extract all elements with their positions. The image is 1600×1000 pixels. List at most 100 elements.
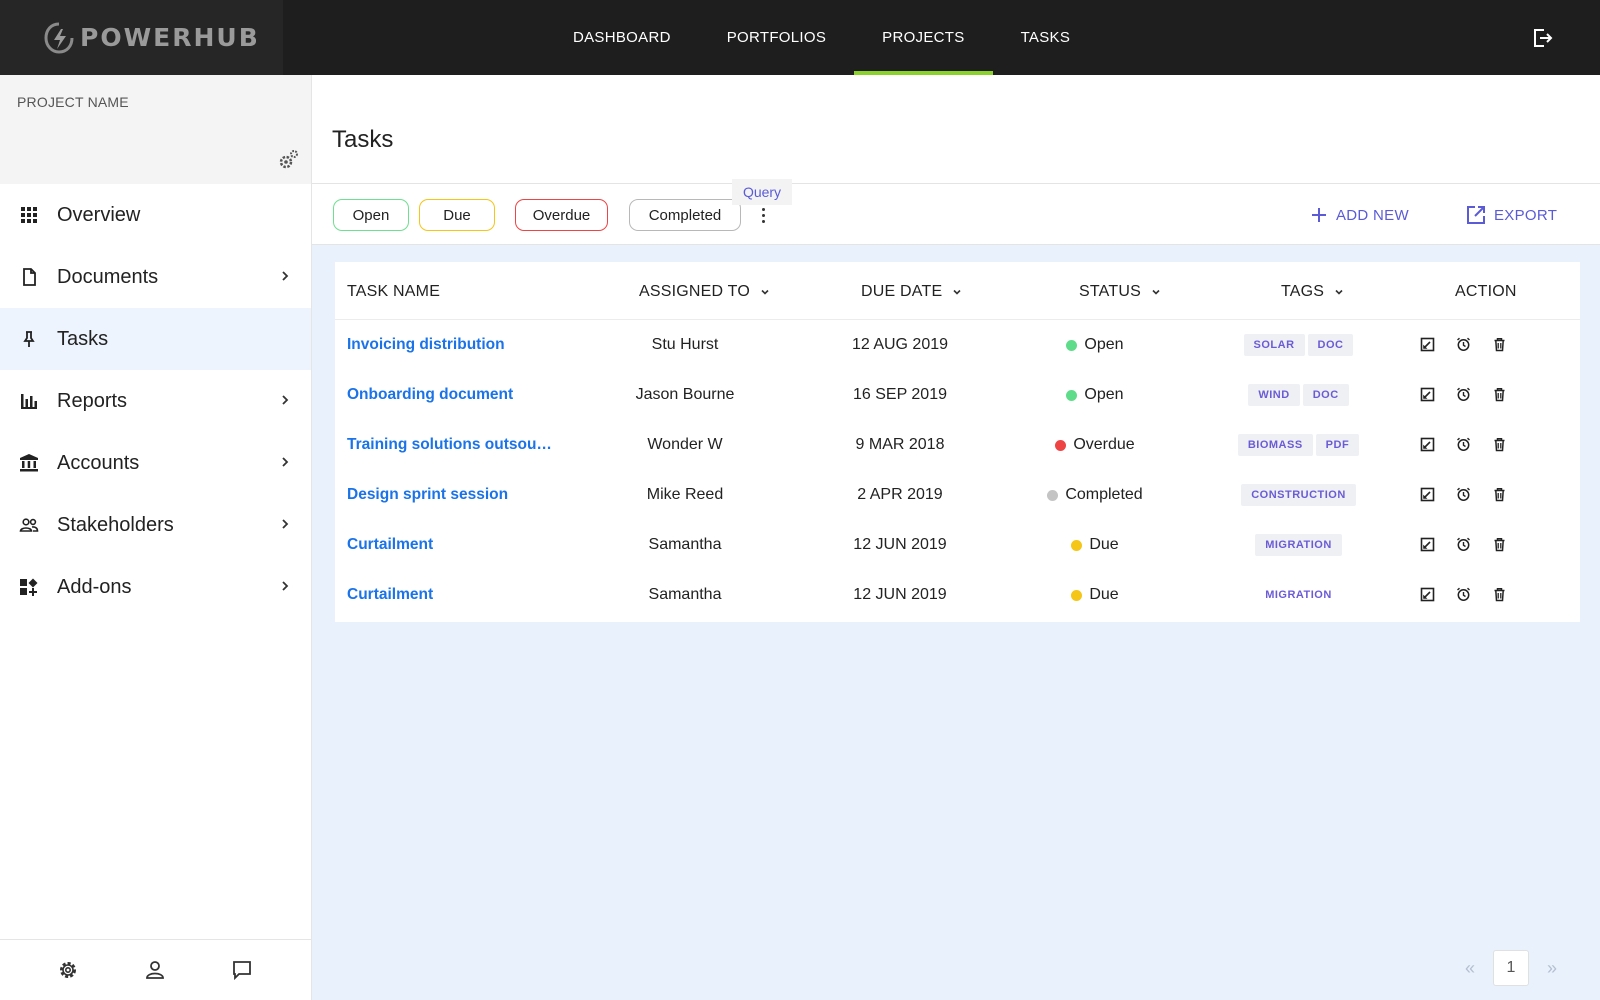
- sidebar-item-tasks[interactable]: Tasks: [0, 308, 311, 370]
- tags-cell: BIOMASS PDF: [1215, 420, 1385, 470]
- tag-badge[interactable]: SOLAR: [1243, 334, 1305, 356]
- column-task-name[interactable]: TASK NAME: [347, 283, 440, 301]
- assigned-to-cell: Samantha: [648, 586, 722, 603]
- status-label: Open: [1084, 386, 1124, 403]
- status-dot: [1047, 489, 1059, 501]
- table-row[interactable]: Invoicing distribution Stu Hurst 12 AUG 20…: [335, 320, 1580, 370]
- nav-projects[interactable]: PROJECTS: [854, 0, 993, 75]
- table-row[interactable]: Design sprint session Mike Reed 2 APR 2019…: [335, 470, 1580, 520]
- sidebar-item-reports[interactable]: Reports: [0, 370, 311, 432]
- user-icon[interactable]: [144, 959, 166, 981]
- delete-icon[interactable]: [1492, 337, 1507, 352]
- top-bar: POWERHUB DASHBOARD PORTFOLIOS PROJECTS T…: [0, 0, 1600, 75]
- task-name-link[interactable]: Onboarding document: [347, 386, 514, 403]
- sidebar-item-label: Tasks: [57, 327, 109, 350]
- next-page-button[interactable]: »: [1546, 957, 1557, 978]
- due-date-cell: 12 AUG 2019: [851, 336, 949, 353]
- alarm-icon[interactable]: [1456, 587, 1471, 602]
- tag-badge[interactable]: BIOMASS: [1237, 434, 1313, 456]
- filter-chip-open[interactable]: Open: [333, 199, 409, 231]
- status-label: Completed: [1065, 486, 1143, 503]
- task-name-link[interactable]: Curtailment: [347, 536, 434, 553]
- main-nav: DASHBOARD PORTFOLIOS PROJECTS TASKS: [545, 0, 1098, 75]
- column-label: DUE DATE: [861, 283, 943, 300]
- table-header: TASK NAME ASSIGNED TO DUE DATE STATUS TA…: [335, 262, 1580, 320]
- bar-chart-icon: [21, 394, 37, 409]
- filter-chip-overdue[interactable]: Overdue: [515, 199, 608, 231]
- tag-badge[interactable]: DOC: [1307, 334, 1354, 356]
- column-assigned-to[interactable]: ASSIGNED TO: [639, 283, 770, 301]
- column-label: ACTION: [1455, 283, 1517, 300]
- column-status[interactable]: STATUS: [1079, 283, 1161, 301]
- tag-badge[interactable]: WIND: [1248, 384, 1300, 406]
- sidebar-item-documents[interactable]: Documents: [0, 246, 311, 308]
- chevron-right-icon: [282, 457, 289, 467]
- chat-icon[interactable]: [231, 959, 253, 981]
- alarm-icon[interactable]: [1456, 537, 1471, 552]
- alarm-icon[interactable]: [1456, 387, 1471, 402]
- status-cell: Overdue: [1015, 420, 1175, 470]
- edit-icon[interactable]: [1420, 337, 1435, 352]
- task-name-link[interactable]: Invoicing distribution: [347, 336, 505, 353]
- nav-dashboard[interactable]: DASHBOARD: [573, 29, 671, 46]
- sidebar-item-label: Stakeholders: [57, 513, 174, 536]
- delete-icon[interactable]: [1492, 487, 1507, 502]
- status-dot: [1055, 439, 1067, 451]
- tag-badge[interactable]: DOC: [1302, 384, 1349, 406]
- page-number-button[interactable]: 1: [1493, 950, 1529, 986]
- assigned-to-cell: Samantha: [648, 536, 722, 553]
- project-panel: PROJECT NAME: [0, 75, 311, 184]
- chevron-right-icon: [282, 271, 289, 281]
- task-name-link[interactable]: Training solutions outsou…: [347, 436, 552, 453]
- column-tags[interactable]: TAGS: [1281, 283, 1344, 301]
- nav-tasks[interactable]: TASKS: [1020, 29, 1071, 46]
- task-name-link[interactable]: Design sprint session: [347, 486, 509, 503]
- edit-icon[interactable]: [1420, 487, 1435, 502]
- column-label: TASK NAME: [347, 283, 441, 300]
- sidebar-item-overview[interactable]: Overview: [0, 184, 311, 246]
- table-row[interactable]: Onboarding document Jason Bourne 16 SEP 20…: [335, 370, 1580, 420]
- delete-icon[interactable]: [1492, 537, 1507, 552]
- filter-chip-completed[interactable]: Completed: [629, 199, 741, 231]
- tag-badge[interactable]: MIGRATION: [1265, 589, 1332, 601]
- tags-cell: CONSTRUCTION: [1215, 470, 1385, 520]
- delete-icon[interactable]: [1492, 587, 1507, 602]
- nav-portfolios[interactable]: PORTFOLIOS: [726, 29, 827, 46]
- delete-icon[interactable]: [1492, 387, 1507, 402]
- tag-badge[interactable]: MIGRATION: [1255, 534, 1342, 556]
- column-due-date[interactable]: DUE DATE: [861, 283, 962, 301]
- tag-badge[interactable]: CONSTRUCTION: [1241, 484, 1356, 506]
- table-row[interactable]: Curtailment Samantha 12 JUN 2019 Due MIGRATI…: [335, 520, 1580, 570]
- tag-badge[interactable]: PDF: [1315, 434, 1360, 456]
- sidebar-item-label: Accounts: [57, 451, 140, 474]
- sidebar-item-stakeholders[interactable]: Stakeholders: [0, 494, 311, 556]
- tags-cell: MIGRATION: [1215, 520, 1385, 570]
- filter-chip-due[interactable]: Due: [419, 199, 495, 231]
- people-icon: [19, 518, 39, 532]
- gears-icon[interactable]: [278, 149, 300, 171]
- logo[interactable]: POWERHUB: [0, 0, 283, 75]
- edit-icon[interactable]: [1420, 587, 1435, 602]
- edit-icon[interactable]: [1420, 437, 1435, 452]
- table-row[interactable]: Training solutions outsou… Wonder W 9 MAR …: [335, 420, 1580, 470]
- sidebar-item-label: Documents: [57, 265, 159, 288]
- more-options-icon[interactable]: [756, 204, 770, 226]
- sidebar-item-accounts[interactable]: Accounts: [0, 432, 311, 494]
- edit-icon[interactable]: [1420, 387, 1435, 402]
- due-date-cell: 12 JUN 2019: [853, 536, 947, 553]
- page-title: Tasks: [332, 126, 394, 153]
- add-new-button[interactable]: ADD NEW: [1310, 201, 1409, 229]
- sidebar-item-add-ons[interactable]: Add-ons: [0, 556, 311, 618]
- alarm-icon[interactable]: [1456, 487, 1471, 502]
- edit-icon[interactable]: [1420, 537, 1435, 552]
- table-row[interactable]: Curtailment Samantha 12 JUN 2019 Due MIGRATI…: [335, 570, 1580, 620]
- delete-icon[interactable]: [1492, 437, 1507, 452]
- logout-icon[interactable]: [1530, 26, 1554, 50]
- alarm-icon[interactable]: [1456, 337, 1471, 352]
- settings-icon[interactable]: [57, 959, 79, 981]
- alarm-icon[interactable]: [1456, 437, 1471, 452]
- export-button[interactable]: EXPORT: [1466, 201, 1557, 229]
- task-name-link[interactable]: Curtailment: [347, 586, 434, 603]
- tags-cell: WIND DOC: [1215, 370, 1385, 420]
- prev-page-button[interactable]: «: [1464, 957, 1475, 978]
